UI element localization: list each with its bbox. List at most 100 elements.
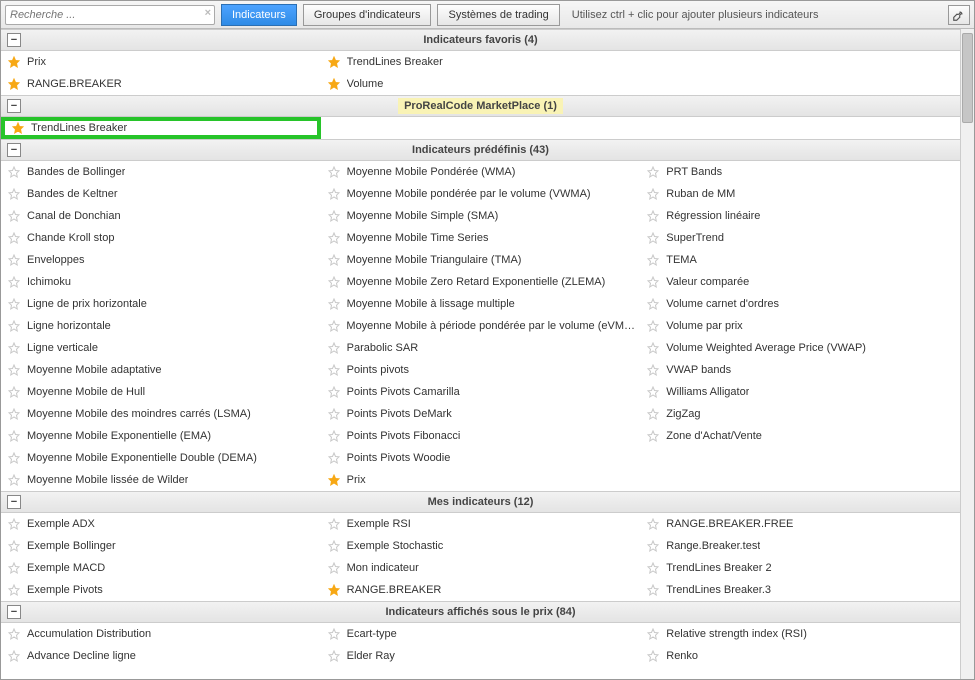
list-item[interactable]: Moyenne Mobile à période pondérée par le… [321,315,641,337]
list-item[interactable]: Prix [1,51,321,73]
list-item[interactable]: Enveloppes [1,249,321,271]
star-icon[interactable] [646,429,660,443]
tab-systemes[interactable]: Systèmes de trading [437,4,559,26]
star-icon[interactable] [11,121,25,135]
star-icon[interactable] [646,297,660,311]
star-icon[interactable] [7,165,21,179]
star-icon[interactable] [646,165,660,179]
list-item[interactable]: Mon indicateur [321,557,641,579]
star-icon[interactable] [646,539,660,553]
star-icon[interactable] [646,231,660,245]
list-item[interactable]: TEMA [640,249,960,271]
list-item[interactable]: Régression linéaire [640,205,960,227]
list-item[interactable]: Points Pivots Camarilla [321,381,641,403]
star-icon[interactable] [327,649,341,663]
star-icon[interactable] [327,187,341,201]
star-icon[interactable] [7,627,21,641]
list-item[interactable]: RANGE.BREAKER [321,579,641,601]
star-icon[interactable] [327,363,341,377]
star-icon[interactable] [7,363,21,377]
collapse-toggle[interactable]: − [7,33,21,47]
search-input[interactable] [5,5,215,25]
list-item[interactable]: Ligne verticale [1,337,321,359]
list-item[interactable]: VWAP bands [640,359,960,381]
list-item[interactable]: Ichimoku [1,271,321,293]
list-item[interactable]: Range.Breaker.test [640,535,960,557]
list-item[interactable]: Williams Alligator [640,381,960,403]
list-item[interactable]: Ecart-type [321,623,641,645]
star-icon[interactable] [7,451,21,465]
collapse-toggle[interactable]: − [7,495,21,509]
list-item[interactable]: Moyenne Mobile Zero Retard Exponentielle… [321,271,641,293]
star-icon[interactable] [327,407,341,421]
star-icon[interactable] [646,363,660,377]
list-item[interactable]: Ruban de MM [640,183,960,205]
list-item[interactable]: Volume par prix [640,315,960,337]
list-item[interactable]: Volume Weighted Average Price (VWAP) [640,337,960,359]
star-icon[interactable] [327,517,341,531]
list-item[interactable]: Ligne de prix horizontale [1,293,321,315]
star-icon[interactable] [7,407,21,421]
list-item[interactable]: Exemple Pivots [1,579,321,601]
list-item[interactable]: Moyenne Mobile adaptative [1,359,321,381]
star-icon[interactable] [7,231,21,245]
list-item[interactable]: Relative strength index (RSI) [640,623,960,645]
star-icon[interactable] [327,253,341,267]
scrollbar-thumb[interactable] [962,33,973,123]
vertical-scrollbar[interactable] [960,29,974,679]
star-icon[interactable] [327,297,341,311]
star-icon[interactable] [327,55,341,69]
star-icon[interactable] [327,583,341,597]
list-item[interactable]: Exemple Stochastic [321,535,641,557]
clear-search-icon[interactable]: × [205,7,211,19]
star-icon[interactable] [327,385,341,399]
list-item[interactable]: Moyenne Mobile à lissage multiple [321,293,641,315]
star-icon[interactable] [7,187,21,201]
collapse-toggle[interactable]: − [7,99,21,113]
star-icon[interactable] [7,297,21,311]
star-icon[interactable] [327,539,341,553]
star-icon[interactable] [327,275,341,289]
star-icon[interactable] [7,385,21,399]
star-icon[interactable] [7,319,21,333]
list-item[interactable]: Canal de Donchian [1,205,321,227]
list-item[interactable]: Moyenne Mobile Triangulaire (TMA) [321,249,641,271]
star-icon[interactable] [646,275,660,289]
star-icon[interactable] [7,341,21,355]
list-item[interactable]: Moyenne Mobile de Hull [1,381,321,403]
star-icon[interactable] [646,517,660,531]
collapse-toggle[interactable]: − [7,143,21,157]
star-icon[interactable] [646,407,660,421]
list-item[interactable]: RANGE.BREAKER.FREE [640,513,960,535]
list-item[interactable]: Bandes de Keltner [1,183,321,205]
star-icon[interactable] [327,341,341,355]
list-item[interactable]: Advance Decline ligne [1,645,321,667]
star-icon[interactable] [646,209,660,223]
star-icon[interactable] [327,627,341,641]
list-item[interactable]: Volume [321,73,641,95]
list-item[interactable]: Moyenne Mobile Exponentielle Double (DEM… [1,447,321,469]
list-item[interactable]: Renko [640,645,960,667]
list-item[interactable]: RANGE.BREAKER [1,73,321,95]
star-icon[interactable] [7,429,21,443]
star-icon[interactable] [327,209,341,223]
star-icon[interactable] [7,253,21,267]
list-item[interactable]: Points Pivots Fibonacci [321,425,641,447]
star-icon[interactable] [646,627,660,641]
list-item[interactable]: Moyenne Mobile Pondérée (WMA) [321,161,641,183]
list-item[interactable]: Zone d'Achat/Vente [640,425,960,447]
list-item[interactable]: Accumulation Distribution [1,623,321,645]
list-item[interactable]: ZigZag [640,403,960,425]
settings-button[interactable] [948,5,970,25]
star-icon[interactable] [327,165,341,179]
list-item[interactable]: Prix [321,469,641,491]
star-icon[interactable] [646,385,660,399]
star-icon[interactable] [7,209,21,223]
star-icon[interactable] [327,451,341,465]
star-icon[interactable] [646,583,660,597]
list-item[interactable]: Exemple RSI [321,513,641,535]
list-item[interactable]: Moyenne Mobile Exponentielle (EMA) [1,425,321,447]
star-icon[interactable] [646,253,660,267]
star-icon[interactable] [7,275,21,289]
star-icon[interactable] [327,429,341,443]
